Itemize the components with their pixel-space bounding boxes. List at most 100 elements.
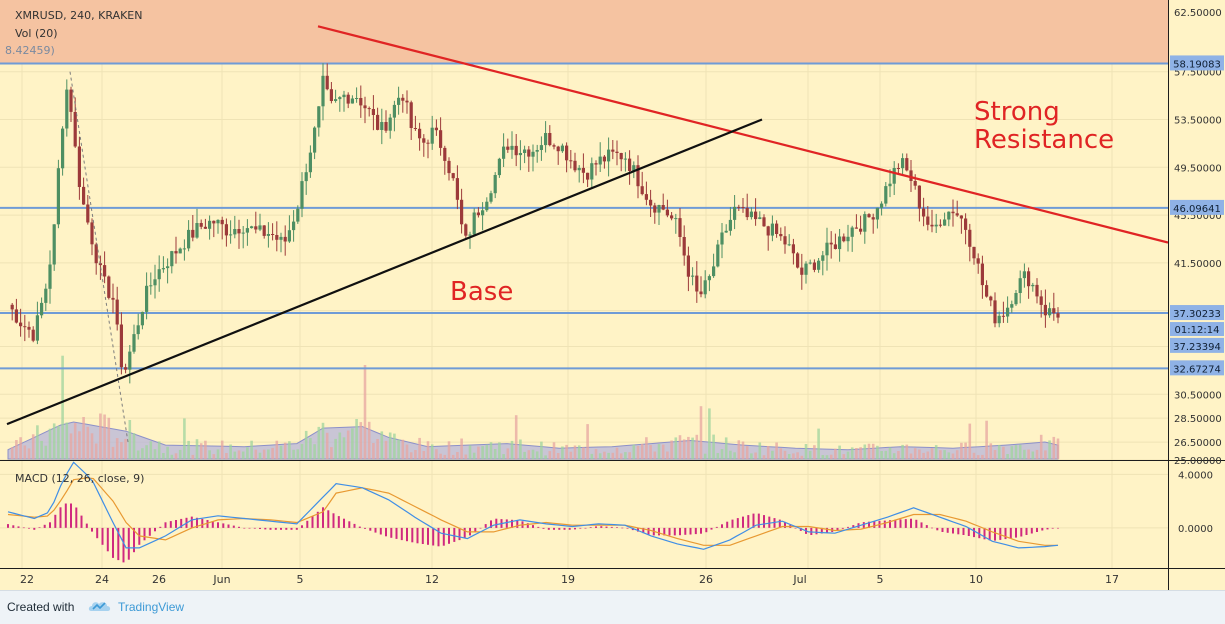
macd-hist-156 [826, 527, 828, 533]
candle-body-170 [720, 232, 724, 245]
macd-hist-103 [547, 527, 550, 530]
volume-bar-149 [632, 444, 636, 459]
macd-hist-121 [642, 527, 645, 534]
volume-bar-143 [607, 452, 610, 459]
candle-body-9 [44, 288, 48, 303]
tradingview-logo-icon[interactable] [88, 598, 112, 614]
volume-bar-123 [523, 451, 526, 459]
macd-hist-37 [201, 518, 204, 528]
footer: Created with TradingView [0, 590, 1225, 624]
volume-bar-5 [27, 448, 31, 459]
time-axis[interactable]: 22 24 26 Jun 5 12 19 26 Jul 5 10 17 [20, 573, 1119, 586]
macd-hist-48 [259, 527, 261, 529]
candle-body-155 [657, 205, 661, 213]
candle-body-247 [1043, 304, 1047, 316]
macd-legend[interactable]: MACD (12, 26, close, 9) [15, 472, 144, 485]
volume-bar-177 [750, 453, 753, 459]
macd-hist-6 [38, 527, 41, 528]
macd-hist-35 [190, 516, 193, 528]
volume-bar-20 [90, 433, 94, 459]
candle-body-117 [497, 158, 501, 176]
candle-body-67 [287, 230, 291, 242]
candle-body-218 [922, 208, 926, 217]
macd-hist-93 [495, 518, 498, 528]
annotation-base: Base [450, 277, 513, 307]
volume-bar-194 [821, 455, 825, 459]
candle-body-224 [947, 211, 951, 220]
macd-hist-19 [106, 527, 109, 552]
symbol-legend[interactable]: XMRUSD, 240, KRAKEN [15, 9, 142, 22]
volume-bar-224 [947, 452, 951, 459]
macd-hist-85 [453, 527, 456, 542]
trendlines[interactable] [6, 25, 1168, 443]
annotation-resistance: Resistance [974, 125, 1114, 155]
volume-bar-110 [468, 445, 472, 459]
candle-body-61 [262, 225, 266, 236]
macd-hist-101 [537, 526, 540, 528]
volume-bar-229 [968, 423, 972, 459]
volume-bar-158 [670, 440, 673, 459]
candle-body-121 [514, 145, 518, 156]
macd-hist-189 [999, 527, 1002, 540]
candle-body-142 [602, 156, 606, 162]
candle-body-78 [334, 99, 338, 101]
macd-axis[interactable]: 4.0000 0.0000 [1178, 470, 1213, 535]
candle-body-103 [439, 130, 443, 148]
volume-bar-140 [594, 449, 598, 459]
macd-hist-109 [579, 527, 582, 529]
tradingview-link[interactable]: TradingView [118, 600, 185, 614]
candle-body-87 [371, 109, 375, 115]
volume-bar-128 [544, 455, 547, 459]
volume-bar-96 [409, 452, 413, 459]
candle-body-96 [409, 102, 413, 128]
candle-body-102 [434, 127, 438, 131]
candle-body-100 [426, 142, 430, 144]
macd-hist-68 [364, 527, 366, 529]
price-tick-8: 30.50000 [1174, 390, 1222, 401]
candle-body-5 [27, 326, 31, 330]
time-tick-6: 19 [561, 573, 575, 586]
candle-body-196 [829, 242, 833, 245]
volume-legend[interactable]: Vol (20) [15, 27, 58, 40]
candle-body-23 [103, 265, 107, 277]
volume-bar-206 [871, 443, 875, 459]
candle-body-107 [455, 178, 459, 200]
macd-hist-185 [978, 527, 981, 539]
price-tick-0: 62.50000 [1174, 8, 1222, 19]
level-lines [0, 62, 1168, 370]
volume-bar-208 [880, 451, 883, 459]
volume-bar-69 [296, 449, 300, 459]
macd-hist-124 [658, 527, 660, 536]
macd-hist-46 [248, 527, 251, 529]
time-tick-3: Jun [212, 573, 230, 586]
candle-body-50 [216, 219, 220, 224]
volume-bar-247 [1044, 450, 1047, 459]
macd-hist-193 [1020, 527, 1023, 537]
macd-hist-114 [605, 526, 608, 528]
volume-bar-125 [531, 449, 535, 459]
volume-bar-53 [229, 444, 232, 459]
volume-bar-9 [44, 445, 48, 459]
volume-bar-219 [926, 451, 930, 459]
macd-hist-1 [12, 525, 15, 528]
macd-hist-26 [143, 527, 146, 541]
volume-bar-48 [208, 450, 211, 459]
macd-hist-21 [117, 527, 120, 561]
volume-bar-205 [867, 443, 871, 459]
candle-body-118 [502, 146, 506, 159]
candle-body-56 [241, 232, 245, 234]
candle-body-64 [275, 235, 279, 240]
candle-body-209 [884, 186, 888, 204]
candle-body-129 [548, 133, 552, 146]
macd-hist-22 [122, 527, 125, 563]
macd-hist-80 [427, 527, 429, 545]
price-chart[interactable]: 62.50000 57.50000 53.50000 49.50000 45.50000… [0, 0, 1225, 590]
volume-bar-138 [586, 424, 589, 459]
volume-bar-102 [435, 449, 438, 459]
macd-hist-54 [290, 527, 293, 530]
created-with-text: Created with [7, 600, 75, 614]
volume-bar-197 [834, 448, 837, 459]
candle-body-135 [573, 160, 577, 171]
candle-body-144 [611, 149, 615, 152]
volume-bar-217 [918, 449, 921, 459]
